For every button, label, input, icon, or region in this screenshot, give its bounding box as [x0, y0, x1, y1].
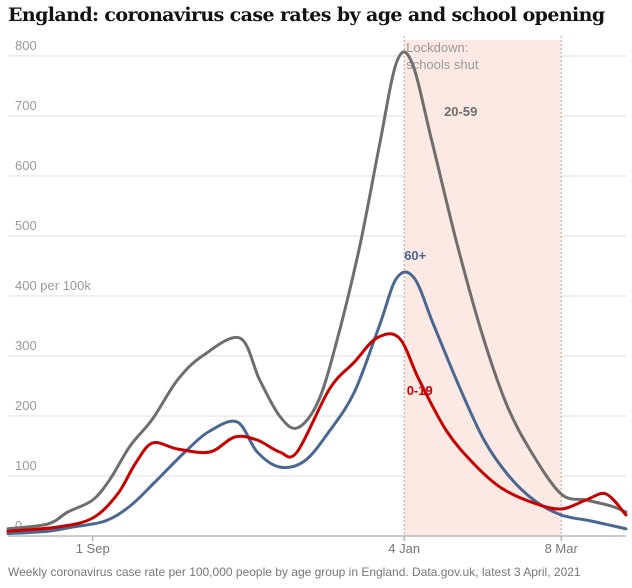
series-label-20-59: 20-59 — [444, 104, 477, 119]
lockdown-shade — [404, 40, 562, 536]
y-tick-label-700: 700 — [15, 98, 37, 113]
y-tick-label-100: 100 — [15, 458, 37, 473]
series-line-20-59 — [6, 50, 628, 531]
y-tick-label-300: 300 — [15, 338, 37, 353]
lockdown-period: Lockdown: schools shut — [403, 36, 562, 536]
y-tick-label-200: 200 — [15, 398, 37, 413]
chart-title: England: coronavirus case rates by age a… — [8, 4, 605, 26]
series-lines — [6, 50, 628, 536]
x-axis: 1 Sep 4 Jan 8 Mar — [8, 535, 626, 556]
y-tick-label-500: 500 — [15, 218, 37, 233]
y-tick-label-400: 400 per 100k — [15, 278, 91, 293]
line-chart: Lockdown: schools shut 0 100 200 300 400 per… — [6, 36, 628, 556]
series-label-0-19: 0-19 — [407, 383, 433, 398]
y-axis: 0 100 200 300 400 per 100k 500 600 700 800 — [15, 38, 91, 533]
series-labels: 20-59 60+ 0-19 — [404, 104, 477, 398]
lockdown-label-line-1: Lockdown: — [406, 40, 468, 55]
y-tick-label-800: 800 — [15, 38, 37, 53]
x-tick-label-2021-01-04: 4 Jan — [388, 541, 420, 556]
x-tick-label-2021-03-08: 8 Mar — [545, 541, 579, 556]
series-line-0-19 — [6, 332, 628, 533]
y-tick-label-0: 0 — [15, 518, 22, 533]
x-tick-label-2020-09-01: 1 Sep — [76, 541, 110, 556]
lockdown-label-line-2: schools shut — [406, 57, 479, 72]
series-line-60+ — [6, 270, 628, 536]
y-tick-label-600: 600 — [15, 158, 37, 173]
chart-caption: Weekly coronavirus case rate per 100,000… — [8, 565, 581, 579]
series-label-60+: 60+ — [404, 248, 426, 263]
